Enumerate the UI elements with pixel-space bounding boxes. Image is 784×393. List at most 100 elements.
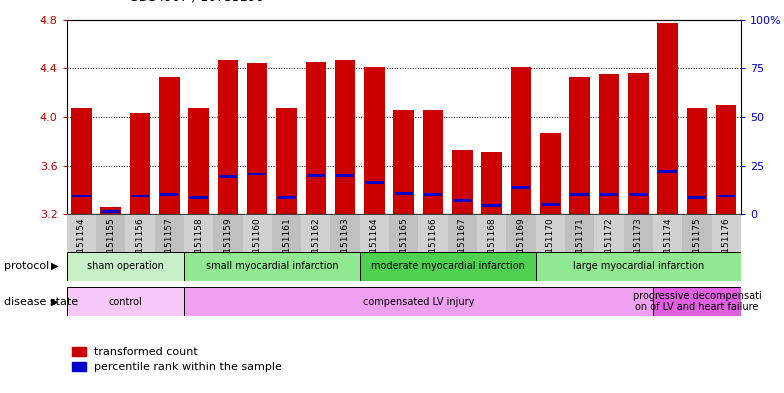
Bar <box>477 214 506 275</box>
Bar <box>184 287 653 316</box>
Bar <box>565 214 594 275</box>
Bar <box>360 214 389 275</box>
Bar <box>453 200 472 202</box>
Bar <box>717 195 735 197</box>
Text: GSM1151169: GSM1151169 <box>517 217 525 278</box>
Bar <box>716 105 736 214</box>
Text: moderate myocardial infarction: moderate myocardial infarction <box>371 261 524 271</box>
Bar <box>218 60 238 214</box>
Bar <box>448 214 477 275</box>
Text: GDS4907 / 10733296: GDS4907 / 10733296 <box>129 0 264 4</box>
Bar <box>360 252 535 281</box>
Text: GSM1151164: GSM1151164 <box>370 217 379 278</box>
Bar <box>682 214 712 275</box>
Bar <box>67 287 184 316</box>
Bar <box>184 252 360 281</box>
Text: GSM1151163: GSM1151163 <box>340 217 350 278</box>
Text: GSM1151157: GSM1151157 <box>165 217 174 278</box>
Bar <box>659 170 677 173</box>
Bar <box>72 195 90 197</box>
Text: GSM1151162: GSM1151162 <box>311 217 321 278</box>
Bar <box>481 152 502 214</box>
Text: small myocardial infarction: small myocardial infarction <box>205 261 338 271</box>
Bar <box>101 210 120 213</box>
Bar <box>365 67 385 214</box>
Bar <box>71 108 92 214</box>
Bar <box>278 196 296 198</box>
Bar <box>628 73 648 214</box>
Text: GSM1151161: GSM1151161 <box>282 217 291 278</box>
Bar <box>629 193 648 196</box>
Bar <box>160 193 179 196</box>
Text: GSM1151158: GSM1151158 <box>194 217 203 278</box>
Bar <box>301 214 331 275</box>
Bar <box>687 108 707 214</box>
Bar <box>535 214 565 275</box>
Text: GSM1151171: GSM1151171 <box>575 217 584 278</box>
Bar <box>389 214 419 275</box>
Text: GSM1151166: GSM1151166 <box>429 217 437 278</box>
Text: ▶: ▶ <box>51 297 59 307</box>
Bar <box>129 113 151 214</box>
Text: GSM1151160: GSM1151160 <box>252 217 262 278</box>
Bar <box>600 193 619 196</box>
Bar <box>213 214 242 275</box>
Bar <box>67 252 184 281</box>
Bar <box>307 174 325 176</box>
Bar <box>219 175 237 178</box>
Bar <box>189 196 208 198</box>
Bar <box>419 214 448 275</box>
Bar <box>394 110 414 214</box>
Text: GSM1151155: GSM1151155 <box>106 217 115 278</box>
Bar <box>336 174 354 176</box>
Bar <box>452 150 473 214</box>
Bar <box>688 196 706 198</box>
Bar <box>569 77 590 214</box>
Text: GSM1151156: GSM1151156 <box>136 217 144 278</box>
Bar <box>653 287 741 316</box>
Bar <box>96 214 125 275</box>
Bar <box>184 214 213 275</box>
Bar <box>423 110 443 214</box>
Text: GSM1151173: GSM1151173 <box>633 217 643 278</box>
Bar <box>188 108 209 214</box>
Bar <box>100 207 121 214</box>
Bar <box>482 204 501 207</box>
Bar <box>535 252 741 281</box>
Bar <box>272 214 301 275</box>
Text: control: control <box>108 297 142 307</box>
Text: progressive decompensati
on of LV and heart failure: progressive decompensati on of LV and he… <box>633 291 761 312</box>
Text: GSM1151174: GSM1151174 <box>663 217 672 278</box>
Legend: transformed count, percentile rank within the sample: transformed count, percentile rank withi… <box>72 347 282 372</box>
Bar <box>657 23 678 214</box>
Text: large myocardial infarction: large myocardial infarction <box>572 261 704 271</box>
Text: ▶: ▶ <box>51 261 59 271</box>
Bar <box>653 214 682 275</box>
Text: disease state: disease state <box>4 297 78 307</box>
Bar <box>599 74 619 214</box>
Bar <box>331 214 360 275</box>
Bar <box>594 214 623 275</box>
Text: GSM1151175: GSM1151175 <box>692 217 702 278</box>
Bar <box>512 186 530 189</box>
Bar <box>131 195 149 197</box>
Text: GSM1151167: GSM1151167 <box>458 217 467 278</box>
Text: protocol: protocol <box>4 261 49 271</box>
Text: GSM1151159: GSM1151159 <box>223 217 232 278</box>
Bar <box>248 173 267 175</box>
Text: GSM1151170: GSM1151170 <box>546 217 555 278</box>
Bar <box>623 214 653 275</box>
Bar <box>394 192 413 195</box>
Bar <box>571 193 589 196</box>
Bar <box>276 108 297 214</box>
Bar <box>247 63 267 214</box>
Bar <box>365 181 383 184</box>
Text: GSM1151154: GSM1151154 <box>77 217 85 278</box>
Bar <box>154 214 184 275</box>
Text: GSM1151165: GSM1151165 <box>399 217 408 278</box>
Bar <box>540 133 561 214</box>
Text: sham operation: sham operation <box>87 261 164 271</box>
Text: GSM1151172: GSM1151172 <box>604 217 613 278</box>
Bar <box>242 214 272 275</box>
Bar <box>424 193 442 196</box>
